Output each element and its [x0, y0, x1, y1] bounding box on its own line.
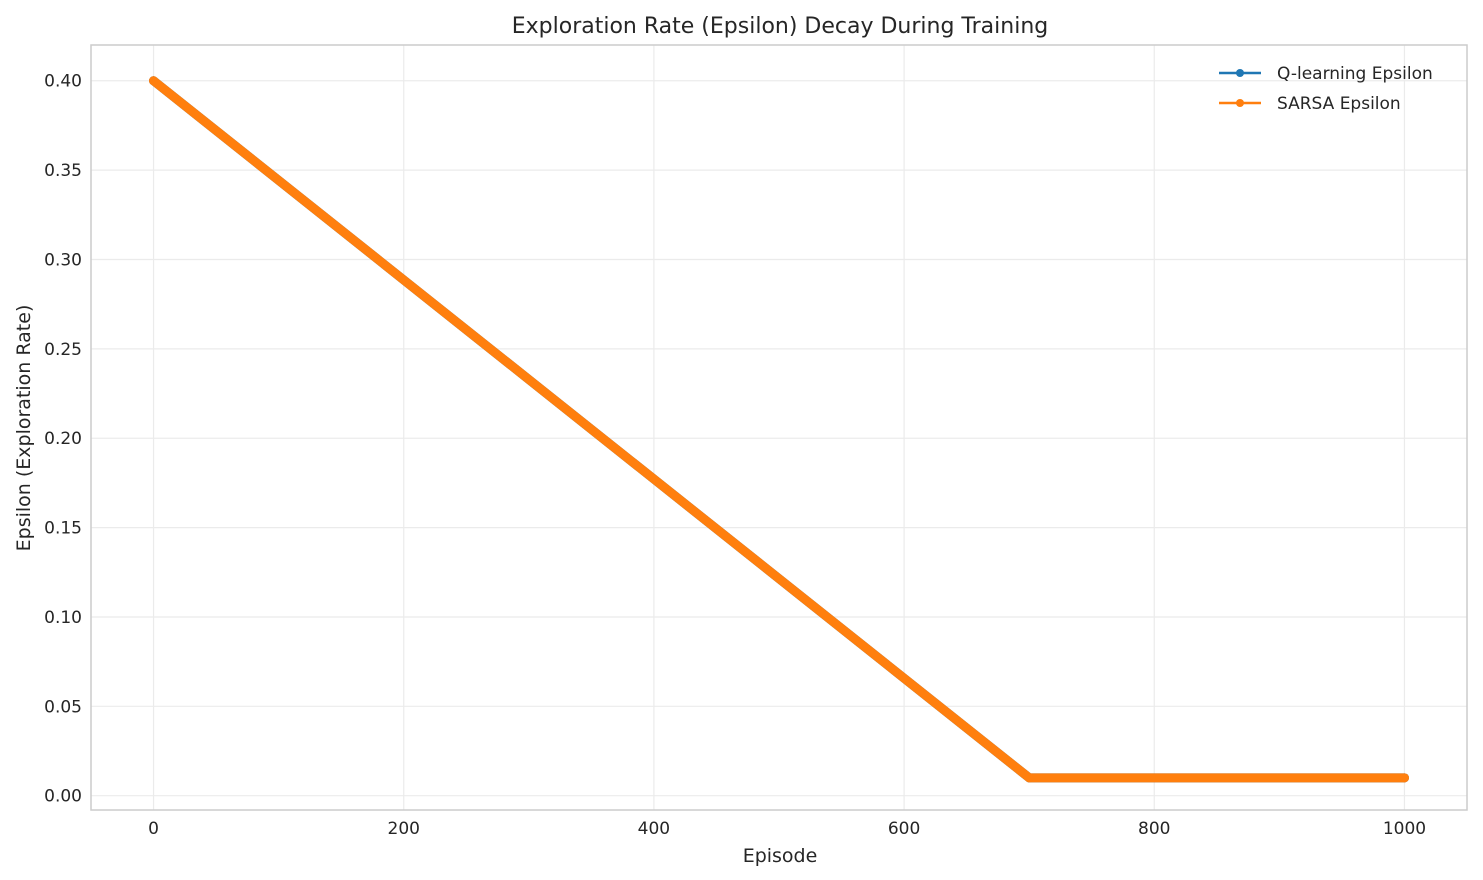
x-tick-label: 400	[638, 819, 670, 839]
y-tick-label: 0.10	[44, 608, 82, 628]
x-axis-ticks: 0 200 400 600 800 1000	[148, 819, 1426, 839]
y-tick-label: 0.25	[44, 340, 82, 360]
y-tick-label: 0.35	[44, 161, 82, 181]
series-line	[149, 76, 1409, 783]
x-tick-label: 200	[388, 819, 420, 839]
y-axis-ticks: 0.00 0.05 0.10 0.15 0.20 0.25 0.30 0.35 0.40	[44, 72, 82, 807]
legend-marker	[1236, 69, 1244, 77]
plot-area-frame	[90, 44, 1468, 811]
data-point	[1399, 773, 1409, 783]
series-q-learning	[149, 76, 1409, 783]
y-tick-label: 0.00	[44, 787, 82, 807]
legend-label: Q-learning Epsilon	[1277, 64, 1433, 84]
legend-item: Q-learning Epsilon	[1219, 64, 1433, 84]
legend-item: SARSA Epsilon	[1219, 94, 1401, 114]
y-tick-label: 0.20	[44, 429, 82, 449]
x-tick-label: 600	[888, 819, 920, 839]
chart-title: Exploration Rate (Epsilon) Decay During …	[512, 14, 1049, 39]
x-tick-label: 1000	[1383, 819, 1426, 839]
x-tick-label: 800	[1138, 819, 1170, 839]
y-tick-label: 0.15	[44, 519, 82, 539]
legend: Q-learning Epsilon SARSA Epsilon	[1219, 64, 1433, 114]
y-axis-label: Epsilon (Exploration Rate)	[13, 305, 35, 552]
y-tick-label: 0.30	[44, 250, 82, 270]
data-point	[149, 76, 159, 86]
legend-marker	[1236, 99, 1244, 107]
x-tick-label: 0	[148, 819, 159, 839]
series-sarsa	[149, 76, 1409, 783]
series-layer	[149, 76, 1409, 783]
x-axis-label: Episode	[743, 845, 818, 867]
legend-label: SARSA Epsilon	[1277, 94, 1401, 114]
series-line	[149, 76, 1409, 783]
y-tick-label: 0.40	[44, 72, 82, 92]
data-point	[1024, 773, 1034, 783]
grid	[91, 45, 1467, 810]
y-tick-label: 0.05	[44, 697, 82, 717]
